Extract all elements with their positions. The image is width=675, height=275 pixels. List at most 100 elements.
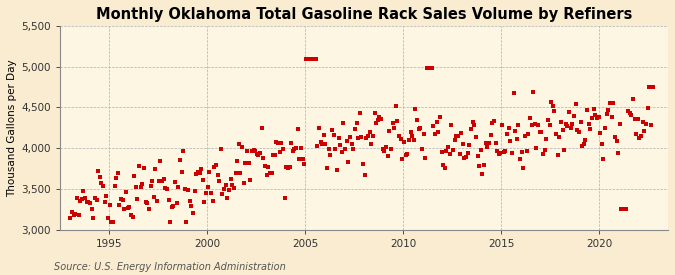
Point (469, 122, 480, 127)
Point (443, 144, 454, 149)
Point (196, 167, 207, 171)
Point (593, 115, 604, 119)
Point (644, 85, 655, 89)
Point (343, 160, 354, 164)
Point (397, 156, 408, 161)
Point (157, 179, 167, 183)
Point (115, 197, 126, 201)
Point (498, 149, 509, 154)
Point (546, 100, 557, 104)
Point (202, 185, 213, 189)
Point (274, 150, 285, 155)
Point (220, 183, 231, 187)
Point (606, 114, 617, 119)
Point (456, 131, 466, 136)
Point (119, 206, 130, 211)
Point (103, 216, 113, 221)
Point (296, 146, 306, 150)
Point (624, 111, 635, 116)
Point (211, 162, 221, 167)
Point (524, 116, 535, 120)
Point (451, 134, 462, 138)
Point (271, 140, 282, 144)
Point (597, 142, 608, 146)
Point (428, 124, 439, 128)
Point (536, 130, 547, 134)
Point (250, 149, 261, 153)
Point (207, 199, 218, 203)
Point (562, 123, 573, 128)
Point (327, 127, 338, 132)
Point (142, 201, 153, 205)
Point (261, 173, 272, 177)
Point (354, 110, 365, 115)
Point (178, 149, 188, 154)
Point (374, 115, 385, 119)
Point (114, 203, 125, 207)
Point (206, 191, 217, 195)
Point (474, 164, 485, 168)
Point (68, 213, 79, 218)
Point (140, 200, 151, 205)
Point (256, 126, 267, 131)
Point (212, 173, 223, 177)
Y-axis label: Thousand Gallons per Day: Thousand Gallons per Day (7, 59, 17, 197)
Point (266, 170, 277, 175)
Point (408, 137, 419, 142)
Point (258, 156, 269, 160)
Point (490, 141, 501, 145)
Point (462, 151, 473, 155)
Point (526, 122, 537, 127)
Point (315, 140, 326, 145)
Point (528, 90, 539, 94)
Point (590, 113, 601, 117)
Point (610, 135, 620, 140)
Point (171, 201, 182, 205)
Point (634, 136, 645, 141)
Point (286, 141, 296, 145)
Point (107, 219, 118, 224)
Point (222, 196, 233, 200)
Point (229, 186, 240, 191)
Point (346, 142, 357, 146)
Point (438, 163, 449, 167)
Point (192, 170, 203, 174)
Point (152, 199, 163, 203)
Point (629, 116, 640, 121)
Point (402, 152, 412, 156)
Point (554, 135, 565, 139)
Point (214, 179, 225, 183)
Point (83, 200, 94, 204)
Point (248, 148, 259, 153)
Point (300, 56, 311, 61)
Point (180, 187, 190, 191)
Point (535, 130, 545, 134)
Point (338, 121, 349, 125)
Point (319, 133, 329, 138)
Point (117, 198, 128, 203)
Point (84, 201, 95, 205)
Point (281, 165, 292, 170)
Point (351, 121, 362, 125)
Point (282, 166, 293, 171)
Point (572, 128, 583, 133)
Point (291, 146, 302, 150)
Point (389, 126, 400, 131)
Point (621, 207, 632, 211)
Point (230, 171, 241, 175)
Point (523, 132, 534, 136)
Point (130, 184, 141, 189)
Point (243, 161, 254, 166)
Point (575, 119, 586, 124)
Point (366, 142, 377, 146)
Point (106, 219, 117, 224)
Point (413, 127, 424, 131)
Point (376, 117, 387, 121)
Point (557, 128, 568, 132)
Point (75, 199, 86, 203)
Point (129, 174, 140, 178)
Point (323, 147, 334, 151)
Point (145, 184, 156, 188)
Point (450, 138, 460, 142)
Point (459, 156, 470, 161)
